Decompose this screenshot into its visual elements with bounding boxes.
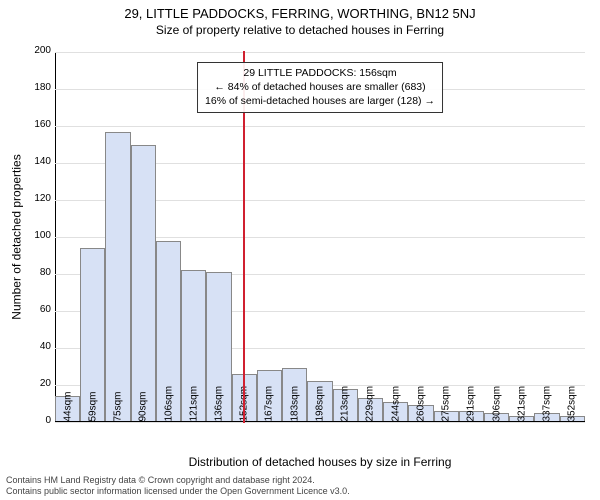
x-axis-line: [55, 421, 585, 422]
y-tick-label: 80: [26, 267, 51, 278]
bar-slot: 75sqm: [105, 52, 130, 422]
y-tick-label: 100: [26, 230, 51, 241]
bar-slot: 291sqm: [459, 52, 484, 422]
bar-slot: 106sqm: [156, 52, 181, 422]
bar-slot: 44sqm: [55, 52, 80, 422]
chart-area: 020406080100120140160180200 44sqm59sqm75…: [55, 52, 585, 422]
y-tick-label: 0: [26, 415, 51, 426]
gridline: [55, 422, 585, 424]
y-tick-label: 180: [26, 82, 51, 93]
bar-slot: 59sqm: [80, 52, 105, 422]
y-axis-label: Number of detached properties: [10, 52, 24, 422]
y-tick-label: 200: [26, 45, 51, 56]
y-tick-label: 40: [26, 341, 51, 352]
y-tick-label: 140: [26, 156, 51, 167]
footer-line2: Contains public sector information licen…: [6, 486, 350, 497]
bar-slot: 306sqm: [484, 52, 509, 422]
bar-slot: 321sqm: [509, 52, 534, 422]
page-subtitle: Size of property relative to detached ho…: [0, 23, 600, 39]
callout-line2: ← 84% of detached houses are smaller (68…: [205, 80, 435, 94]
bar: [105, 132, 130, 422]
footer-line1: Contains HM Land Registry data © Crown c…: [6, 475, 350, 486]
bar-slot: 352sqm: [560, 52, 585, 422]
y-tick-label: 120: [26, 193, 51, 204]
bar: [131, 145, 156, 423]
x-axis-label: Distribution of detached houses by size …: [55, 455, 585, 469]
y-tick-label: 60: [26, 304, 51, 315]
page-title: 29, LITTLE PADDOCKS, FERRING, WORTHING, …: [0, 0, 600, 23]
y-tick-label: 20: [26, 378, 51, 389]
bar-slot: 337sqm: [534, 52, 559, 422]
footer: Contains HM Land Registry data © Crown c…: [6, 475, 350, 497]
callout-line3: 16% of semi-detached houses are larger (…: [205, 94, 435, 108]
y-tick-label: 160: [26, 119, 51, 130]
callout-box: 29 LITTLE PADDOCKS: 156sqm ← 84% of deta…: [197, 62, 443, 113]
callout-line1: 29 LITTLE PADDOCKS: 156sqm: [205, 66, 435, 80]
bar-slot: 90sqm: [131, 52, 156, 422]
